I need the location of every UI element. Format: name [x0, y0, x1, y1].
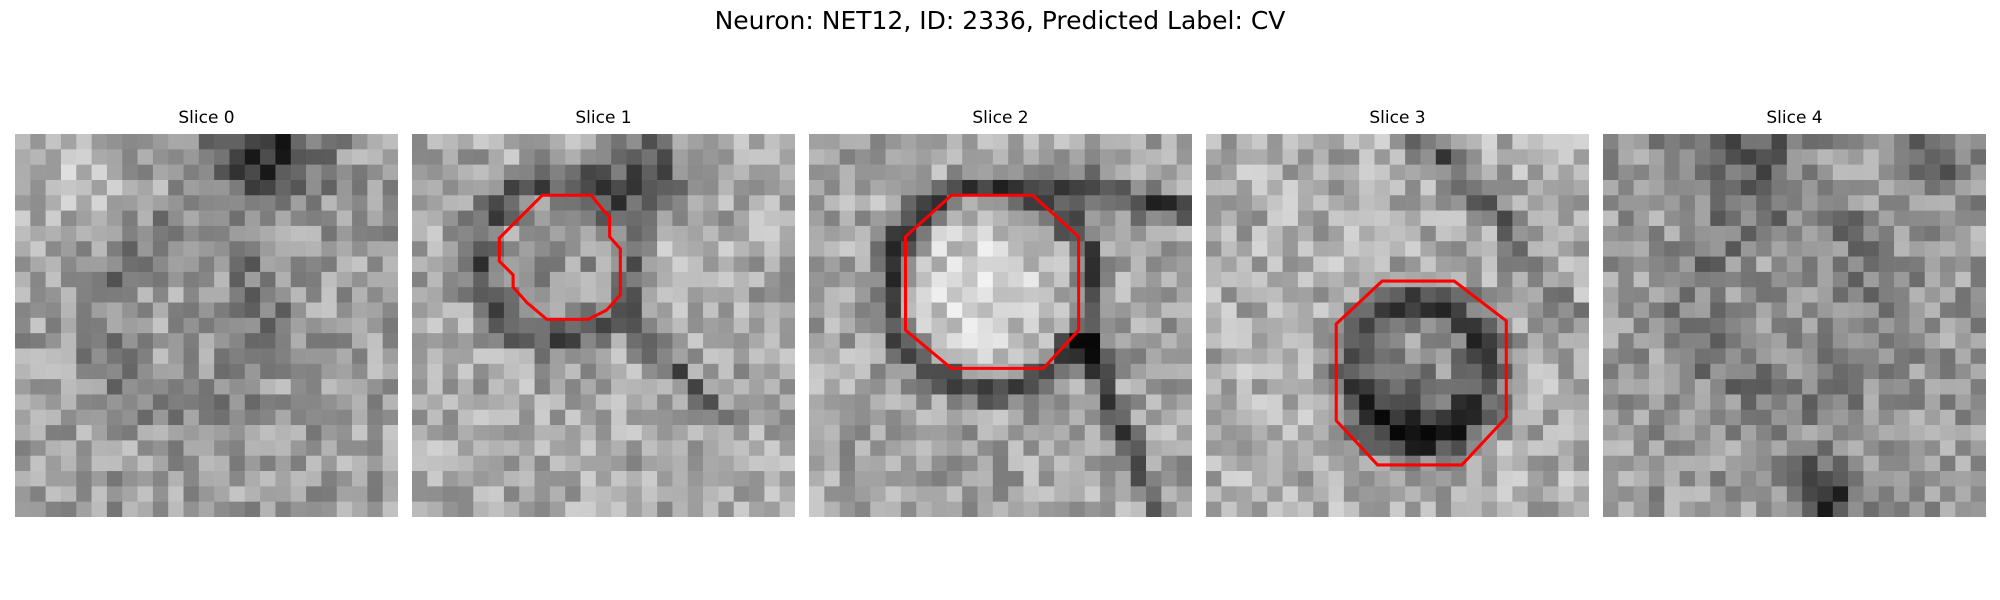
slice-image-0: [15, 134, 398, 517]
slice-title-2: Slice 2: [972, 108, 1029, 128]
slice-panel-2: Slice 2: [809, 108, 1192, 520]
slice-image-3: [1206, 134, 1589, 517]
slice-panel-0: Slice 0: [15, 108, 398, 520]
figure-title: Neuron: NET12, ID: 2336, Predicted Label…: [714, 6, 1286, 35]
slice-title-3: Slice 3: [1369, 108, 1426, 128]
slice-panel-4: Slice 4: [1603, 108, 1986, 520]
slice-title-0: Slice 0: [178, 108, 235, 128]
slice-title-4: Slice 4: [1766, 108, 1823, 128]
contour-outline-2: [903, 193, 1081, 370]
slice-image-1: [412, 134, 795, 517]
slice-pixels-2: [809, 134, 1192, 517]
slice-image-2: [809, 134, 1192, 517]
slice-pixels-4: [1603, 134, 1986, 517]
contour-outline-1: [497, 193, 622, 321]
slice-panel-1: Slice 1: [412, 108, 795, 520]
contour-outline-3: [1334, 279, 1508, 467]
slice-pixels-0: [15, 134, 398, 517]
slice-panel-3: Slice 3: [1206, 108, 1589, 520]
slice-pixels-1: [412, 134, 795, 517]
slice-pixels-3: [1206, 134, 1589, 517]
slice-image-4: [1603, 134, 1986, 517]
slice-title-1: Slice 1: [575, 108, 632, 128]
